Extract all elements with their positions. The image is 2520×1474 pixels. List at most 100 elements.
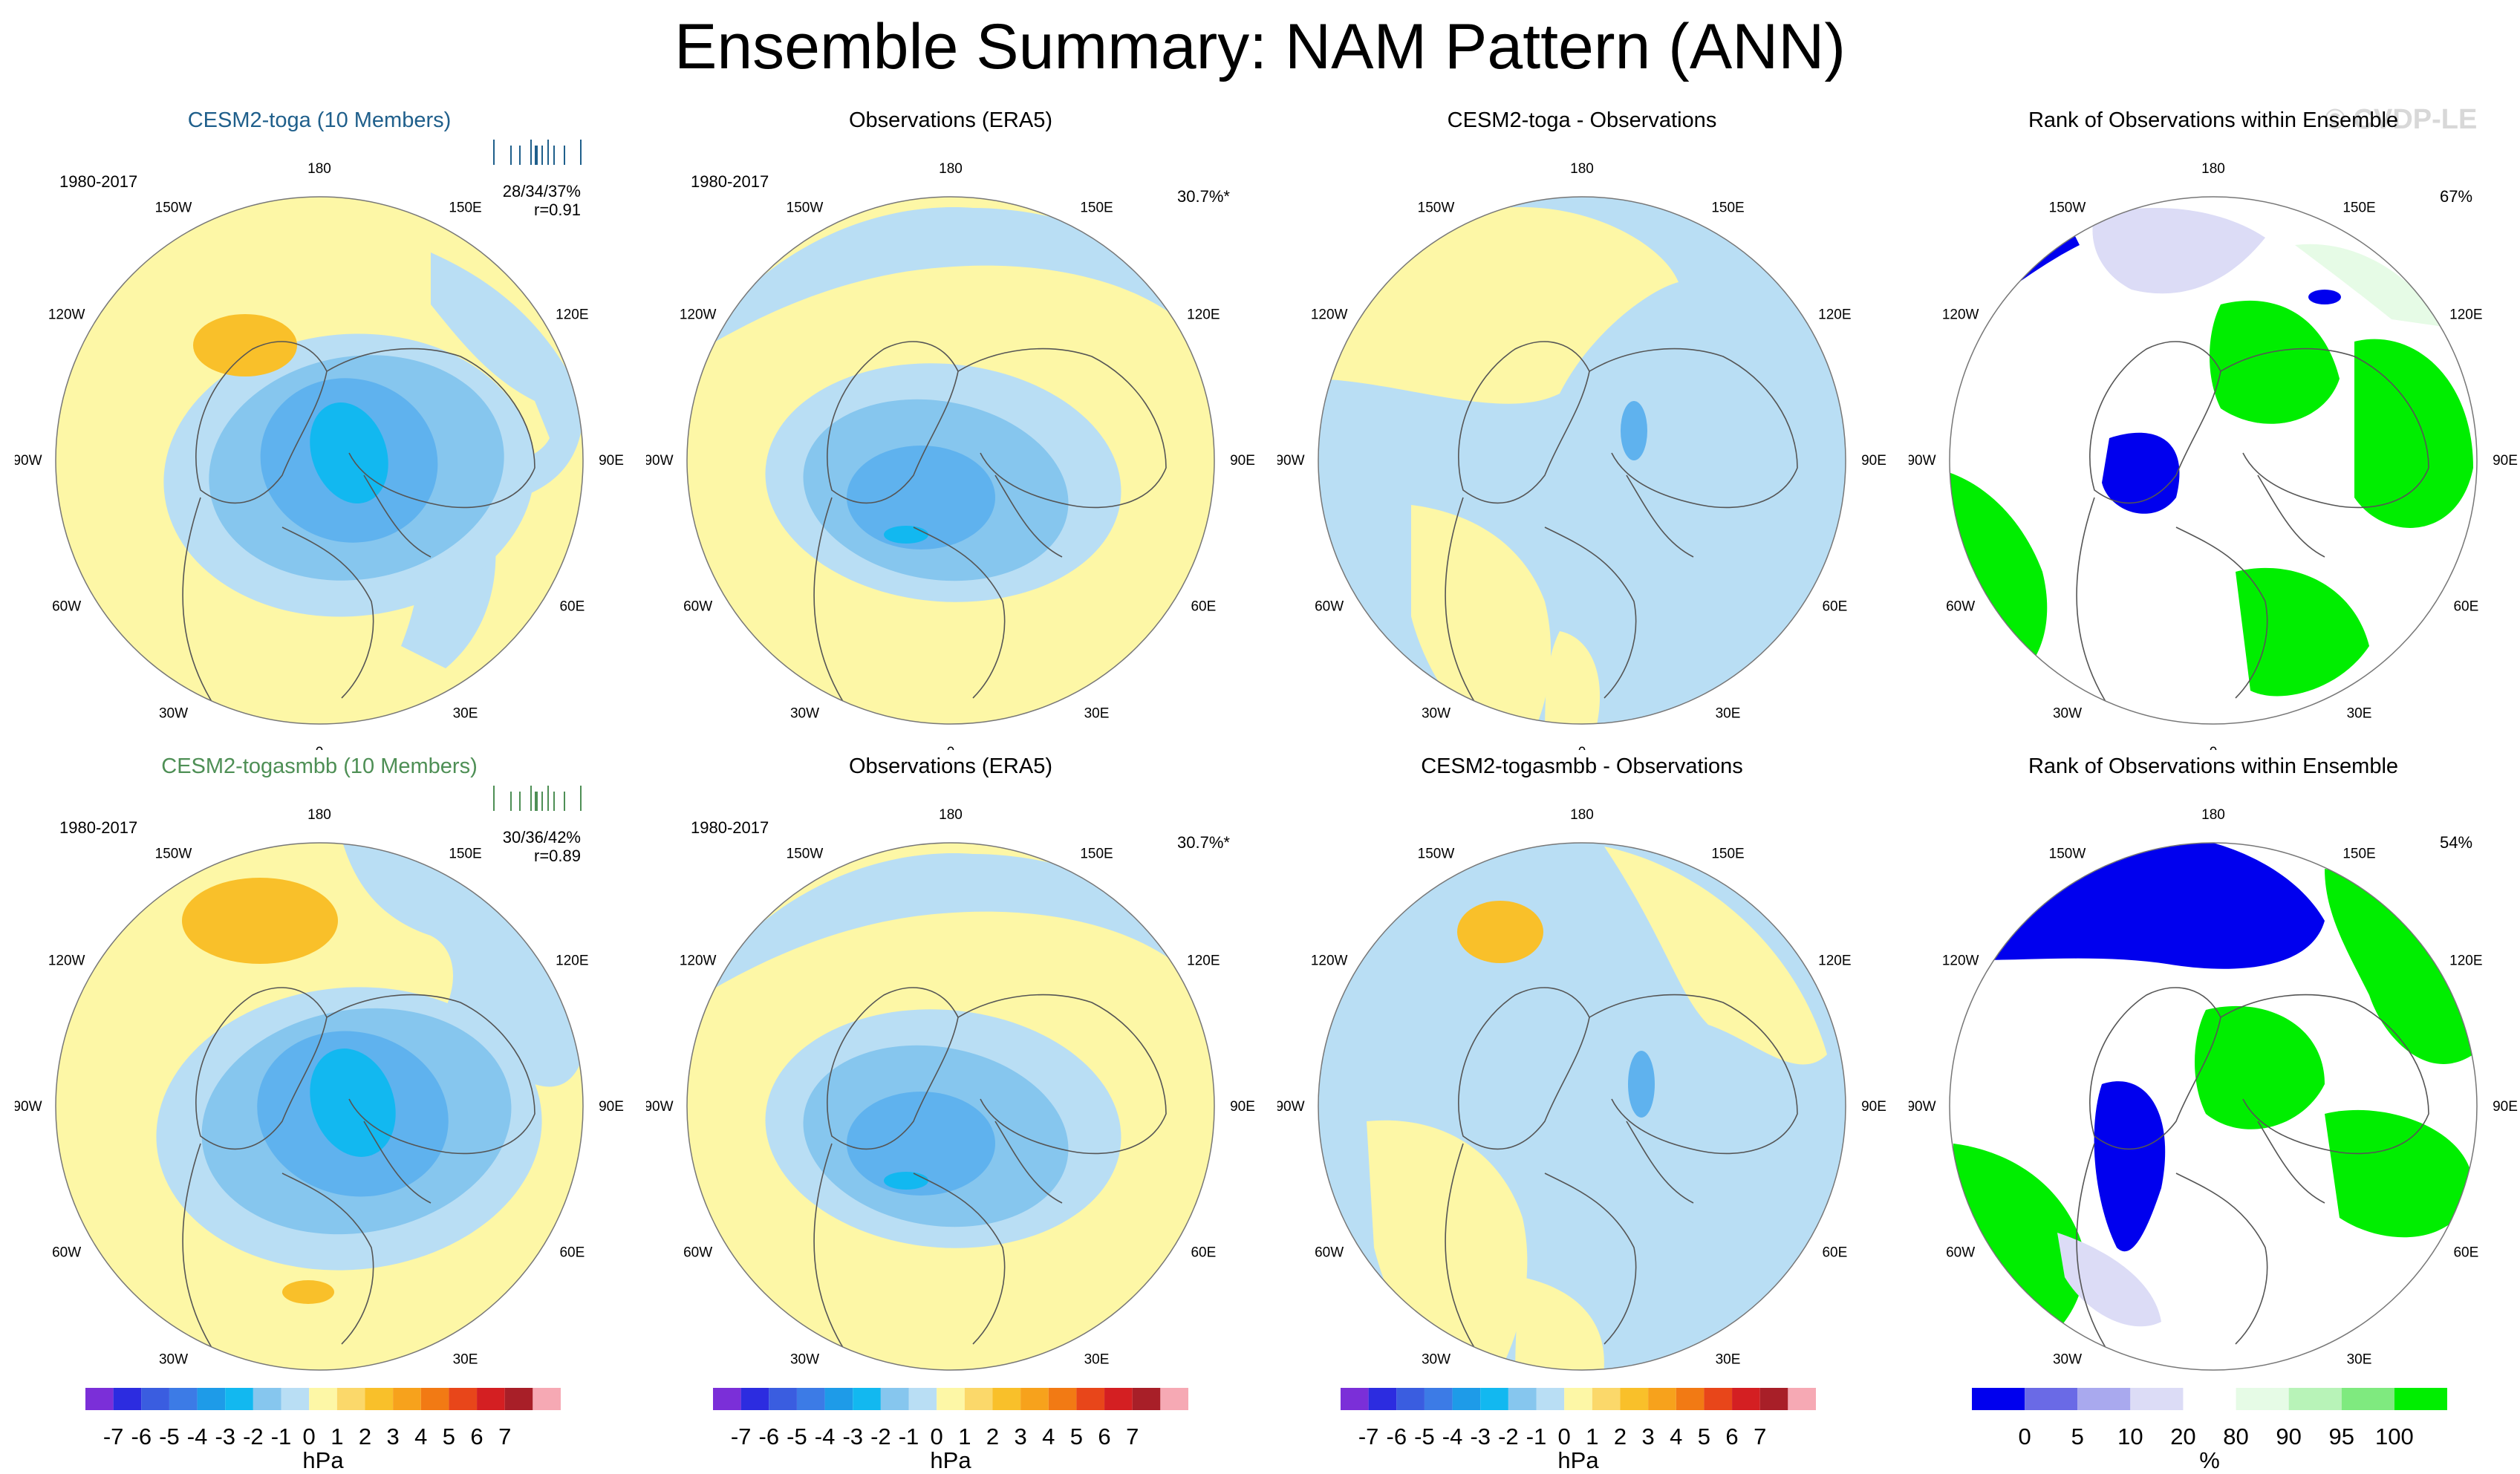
- colorbar-tick-label: 0: [2018, 1424, 2031, 1449]
- longitude-label-30E: 30E: [1084, 1351, 1110, 1367]
- colorbar-tick-label: -6: [1386, 1424, 1407, 1449]
- colorbar-swatch: [880, 1388, 909, 1410]
- longitude-label-90W: 90W: [646, 1099, 674, 1115]
- colorbar-tick-label: 4: [1670, 1424, 1683, 1449]
- longitude-label-180: 180: [1570, 807, 1594, 823]
- longitude-label-60E: 60E: [559, 1245, 585, 1261]
- longitude-label-30E: 30E: [1084, 705, 1110, 721]
- longitude-label-150W: 150W: [1418, 200, 1455, 216]
- longitude-label-120W: 120W: [48, 953, 85, 969]
- colorbar-tick-label: -4: [814, 1424, 836, 1449]
- colorbar-swatch: [336, 1388, 365, 1410]
- period-label: 1980-2017: [691, 172, 769, 191]
- colorbar-tick-label: -3: [1470, 1424, 1491, 1449]
- longitude-label-0: 0: [947, 745, 955, 750]
- colorbar-tick-label: 100: [2375, 1424, 2414, 1449]
- colorbar-swatch: [1732, 1388, 1760, 1410]
- panel-title: CESM2-toga - Observations: [1447, 108, 1717, 132]
- colorbar-swatch: [740, 1388, 769, 1410]
- rank-colorbar: 0 5 10 20 80 90 95 100%: [1972, 1385, 2447, 1474]
- longitude-label-60E: 60E: [2453, 599, 2478, 615]
- colorbar-swatch: [393, 1388, 421, 1410]
- colorbar-tick-label: 4: [414, 1424, 428, 1449]
- longitude-label-30E: 30E: [453, 705, 478, 721]
- colorbar-tick-label: -1: [1526, 1424, 1547, 1449]
- panel-p21: CESM2-togasmbb (10 Members) 180 150E 120E 90…: [15, 743, 624, 1396]
- colorbar-swatch: [1396, 1388, 1425, 1410]
- longitude-label-60W: 60W: [683, 1245, 712, 1261]
- map-boundary: [55, 842, 584, 1371]
- longitude-label-30E: 30E: [453, 1351, 478, 1367]
- colorbar-swatch: [908, 1388, 937, 1410]
- colorbar-tick-label: 5: [1069, 1424, 1084, 1449]
- atlantic-positive-high: [282, 1280, 334, 1304]
- colorbar-unit: hPa: [302, 1447, 344, 1473]
- polar-negative-core: [310, 1049, 396, 1157]
- pacific-negative-region: [342, 843, 583, 1087]
- colorbar-swatch: [937, 1388, 965, 1410]
- colorbar-swatch: [769, 1388, 797, 1410]
- colorbar-swatch: [824, 1388, 853, 1410]
- colorbar-swatches: [85, 1388, 561, 1410]
- longitude-label-90W: 90W: [646, 453, 674, 469]
- polar-negative-contour-3: [847, 1092, 995, 1196]
- polar-map: 180150E120E90E60E30E030W60W90W120W150W: [1909, 807, 2518, 1396]
- longitude-label-30W: 30W: [159, 705, 188, 721]
- rank-max-region-eurasia: [2236, 567, 2369, 697]
- colorbar-unit: hPa: [1557, 1447, 1599, 1473]
- longitude-label-0: 0: [1578, 745, 1586, 750]
- longitude-label-60W: 60W: [1315, 1245, 1344, 1261]
- longitude-label-120W: 120W: [680, 953, 717, 969]
- longitude-label-30W: 30W: [790, 1351, 819, 1367]
- colorbar-tick-label: -2: [1498, 1424, 1519, 1449]
- longitude-label-30W: 30W: [790, 705, 819, 721]
- variance-stat: 28/34/37%: [502, 182, 581, 200]
- colorbar-tick-label: 3: [1641, 1424, 1655, 1449]
- longitude-label-60W: 60W: [1946, 1245, 1975, 1261]
- colorbar-swatch: [713, 1388, 741, 1410]
- colorbar-tick-label: -5: [159, 1424, 180, 1449]
- colorbar-swatch: [964, 1388, 993, 1410]
- colorbar-tick-label: -2: [243, 1424, 264, 1449]
- rank-max-region-siberia: [2210, 300, 2340, 424]
- longitude-label-150E: 150E: [1080, 200, 1113, 216]
- panel-title: Rank of Observations within Ensemble: [2028, 754, 2399, 778]
- colorbar-unit: %: [2199, 1447, 2220, 1473]
- colorbar-tick-label: 3: [1014, 1424, 1027, 1449]
- colorbar-swatch: [197, 1388, 226, 1410]
- colorbar-swatch: [1341, 1388, 1369, 1410]
- longitude-label-120W: 120W: [1311, 307, 1348, 323]
- coastline-1: [957, 348, 1167, 509]
- longitude-label-30W: 30W: [2053, 705, 2082, 721]
- colorbar-swatch: [253, 1388, 281, 1410]
- coastline-2: [1544, 1173, 1637, 1345]
- longitude-label-150E: 150E: [1080, 847, 1113, 862]
- longitude-label-30W: 30W: [1422, 705, 1451, 721]
- colorbar-swatch: [1788, 1388, 1816, 1410]
- colorbar-tick-label: -3: [842, 1424, 864, 1449]
- colorbar-swatch: [2394, 1388, 2447, 1410]
- hpa-colorbar: -7 -6 -5 -4 -3 -2 -1 0 1 2 3 4 5 6 7 hPa: [713, 1385, 1188, 1474]
- coastline-4: [363, 1121, 432, 1204]
- panel-p11: CESM2-toga (10 Members) 180 150E 120E 90E 60E…: [15, 97, 624, 750]
- colorbar-swatch: [2183, 1388, 2236, 1410]
- period-label: 1980-2017: [691, 818, 769, 837]
- longitude-label-90W: 90W: [1277, 1099, 1305, 1115]
- colorbar-tick-label: 90: [2276, 1424, 2302, 1449]
- colorbar-swatch: [1508, 1388, 1537, 1410]
- longitude-label-90E: 90E: [2493, 1099, 2518, 1115]
- colorbar-tick-label: -5: [1414, 1424, 1435, 1449]
- colorbar-swatches: [713, 1388, 1188, 1410]
- panel-title: Rank of Observations within Ensemble: [2028, 108, 2399, 132]
- rank-max-region-siberia: [2195, 1005, 2325, 1129]
- main-title: Ensemble Summary: NAM Pattern (ANN): [674, 11, 1846, 82]
- colorbar-swatch: [853, 1388, 881, 1410]
- colorbar-swatch: [169, 1388, 198, 1410]
- colorbar-swatch: [281, 1388, 310, 1410]
- colorbar-swatch: [141, 1388, 169, 1410]
- member-spread-ticks: [493, 786, 582, 811]
- longitude-label-30W: 30W: [1422, 1351, 1451, 1367]
- map-boundary: [1318, 842, 1846, 1371]
- colorbar-tick-label: -6: [131, 1424, 152, 1449]
- longitude-label-120W: 120W: [1942, 307, 1979, 323]
